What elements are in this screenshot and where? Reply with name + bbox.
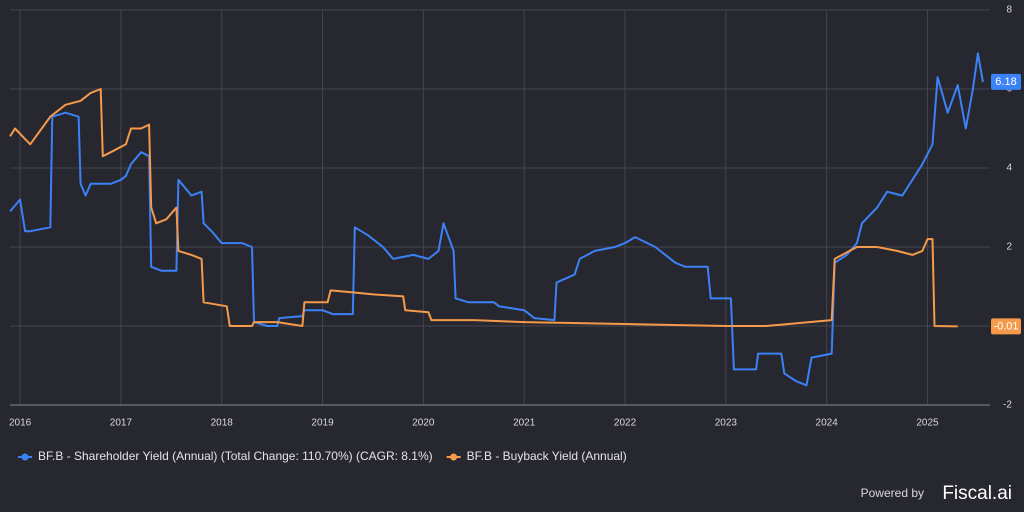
x-tick-label: 2017	[110, 418, 133, 429]
x-tick-label: 2023	[715, 418, 738, 429]
last-value-box	[991, 318, 1021, 335]
legend-label: BF.B - Shareholder Yield (Annual) (Total…	[38, 449, 433, 463]
last-value-label: -0.01	[993, 320, 1018, 332]
y-tick-label: 4	[1006, 163, 1012, 174]
x-tick-label: 2016	[9, 418, 32, 429]
y-tick-label: 8	[1006, 5, 1012, 16]
powered-by: Powered by	[861, 486, 924, 500]
x-tick-label: 2021	[513, 418, 536, 429]
series-line	[9, 88, 958, 328]
x-tick-label: 2019	[311, 418, 334, 429]
x-tick-label: 2018	[211, 418, 234, 429]
brand: Fiscal.ai	[942, 483, 1012, 504]
series-line	[9, 52, 984, 387]
y-tick-label: -2	[1003, 400, 1012, 411]
legend-item: BF.B - Buyback Yield (Annual)	[446, 449, 627, 463]
x-tick-label: 2024	[816, 418, 839, 429]
legend-marker	[450, 453, 458, 461]
x-tick-label: 2020	[412, 418, 435, 429]
legend-marker	[21, 453, 29, 461]
y-tick-label: 2	[1006, 242, 1012, 253]
legend-item: BF.B - Shareholder Yield (Annual) (Total…	[18, 449, 433, 463]
last-value-box	[991, 73, 1021, 90]
x-tick-label: 2025	[916, 418, 939, 429]
x-tick-label: 2022	[614, 418, 637, 429]
last-value-label: 6.18	[995, 76, 1016, 88]
legend-label: BF.B - Buyback Yield (Annual)	[467, 449, 627, 463]
